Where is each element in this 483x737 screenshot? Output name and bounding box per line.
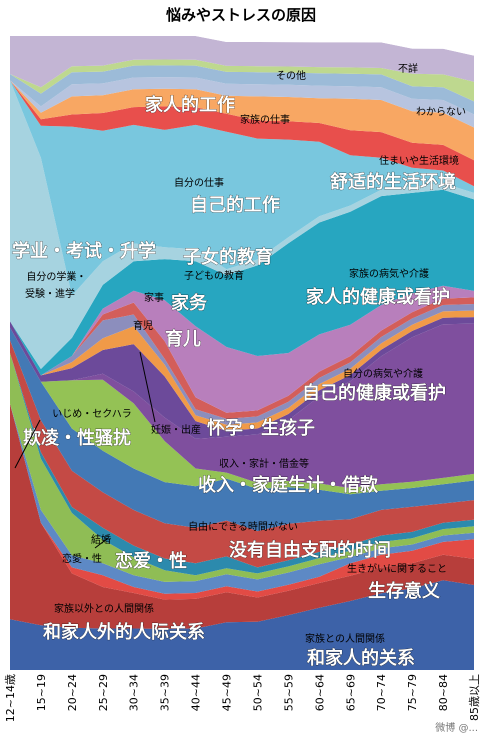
area-series-17: [10, 80, 474, 296]
x-tick-label: 70~74: [375, 674, 388, 711]
x-tick-label: 30~34: [128, 674, 141, 711]
area-series-10: [10, 317, 474, 439]
label-own-work-jp: 自分の仕事: [174, 176, 224, 189]
label-study-cn: 学业・考试・升学: [12, 240, 156, 262]
area-series-1: [10, 403, 474, 629]
area-series-20: [10, 77, 474, 128]
label-pregnancy-jp: 妊娠・出産: [151, 423, 201, 436]
label-housework-jp: 家事: [144, 291, 164, 304]
label-family-relation-cn: 和家人的关系: [307, 647, 415, 669]
area-series-12: [10, 304, 474, 425]
x-tick-labels: 12~14歳 15~19 20~24 25~29 30~34 35~39 40~44 45~4…: [4, 674, 481, 722]
area-series-6: [10, 340, 474, 568]
label-sonota: その他: [276, 69, 306, 82]
label-family-health-cn: 家人的健康或看护: [306, 286, 450, 308]
label-bullying-cn: 欺凌・性骚扰: [23, 427, 131, 449]
label-child-edu-jp: 子どもの教育: [184, 269, 244, 282]
area-series-14: [10, 285, 474, 413]
label-own-work-cn: 自己的工作: [190, 194, 280, 216]
x-tick-label: 45~49: [221, 674, 234, 711]
area-series-23: [10, 36, 474, 88]
label-family-relation-jp: 家族との人間関係: [305, 632, 385, 645]
label-income-jp: 収入・家計・借金等: [219, 457, 309, 470]
x-tick-label: 20~24: [66, 674, 79, 711]
label-others-relation-cn: 和家人外的人际关系: [43, 621, 205, 643]
label-no-time-jp: 自由にできる時間がない: [188, 520, 298, 533]
label-bullying-jp: いじめ・セクハラ: [52, 408, 132, 420]
label-childcare-cn: 育儿: [165, 328, 201, 350]
label-others-relation-jp: 家族以外との人間関係: [54, 602, 154, 615]
label-housework-cn: 家务: [171, 292, 208, 314]
label-family-work-cn: 家人的工作: [145, 94, 235, 116]
label-pregnancy-cn: 怀孕・生孩子: [207, 417, 315, 439]
area-series-18: [10, 80, 474, 187]
x-tick-label: 60~64: [313, 674, 326, 711]
area-series-16: [10, 80, 474, 370]
chart-title: 悩みやストレスの原因: [165, 6, 316, 24]
label-fusho: 不詳: [398, 62, 418, 75]
label-ikigai-jp: 生きがいに関すること: [347, 562, 447, 575]
label-ikigai-cn: 生存意义: [368, 580, 440, 602]
x-tick-label: 15~19: [35, 674, 48, 711]
x-tick-label: 50~54: [252, 674, 265, 711]
label-living-env-cn: 舒适的生活环境: [330, 171, 456, 193]
label-no-time-cn: 没有自由支配的时间: [229, 539, 391, 561]
label-own-health-jp: 自分の病気や介護: [343, 367, 423, 380]
label-love-cn: 恋爱・性: [115, 550, 187, 572]
x-tick-label: 65~69: [344, 674, 357, 711]
arrow-marriage: [94, 537, 109, 549]
label-family-work-jp: 家族の仕事: [240, 113, 290, 126]
area-series-8: [10, 327, 474, 495]
label-income-cn: 收入・家庭生计・借款: [198, 474, 379, 496]
area-series-7: [10, 327, 474, 532]
area-series-22: [10, 59, 474, 102]
area-series-13: [10, 297, 474, 419]
label-wakaranai: わからない: [416, 106, 466, 118]
x-tick-label: 12~14歳: [4, 674, 17, 722]
area-series-24: [10, 36, 474, 56]
x-tick-label: 55~59: [282, 674, 295, 711]
arrow-pregnancy: [139, 351, 156, 423]
area-series-11: [10, 310, 474, 431]
label-study-jp-line2: 受験・進学: [25, 287, 75, 300]
area-series-21: [10, 65, 474, 115]
x-tick-label: 85歳以上: [468, 674, 481, 721]
x-tick-label: 40~44: [190, 674, 203, 711]
x-tick-label: 35~39: [159, 674, 172, 711]
watermark: 微博 @...: [435, 721, 478, 734]
annotation-labels: その他 不詳 わからない 家人的工作 家族の仕事 住まいや生活環境 舒适的生活环…: [12, 62, 466, 669]
area-series-15: [10, 189, 474, 376]
label-childcare-jp: 育児: [133, 319, 153, 332]
area-series-19: [10, 80, 474, 161]
label-child-edu-cn: 子女的教育: [183, 246, 273, 268]
label-family-health-jp: 家族の病気や介護: [349, 267, 429, 280]
area-series-0: [10, 580, 474, 670]
x-tick-label: 25~29: [97, 674, 110, 711]
area-series-9: [10, 323, 474, 488]
label-own-health-cn: 自己的健康或看护: [302, 382, 446, 404]
label-study-jp-line1: 自分の学業・: [26, 270, 86, 283]
label-study-jp: 自分の学業・ 受験・進学: [25, 270, 90, 300]
label-love-jp: 恋愛・性: [62, 552, 102, 565]
arrow-bullying: [14, 419, 41, 469]
label-living-env-jp: 住まいや生活環境: [379, 154, 459, 167]
area-layers: [10, 36, 474, 670]
x-tick-label: 80~84: [437, 674, 450, 711]
x-tick-label: 75~79: [406, 674, 419, 711]
label-arrows: [14, 351, 156, 549]
label-marriage-jp: 結婚: [91, 533, 111, 546]
